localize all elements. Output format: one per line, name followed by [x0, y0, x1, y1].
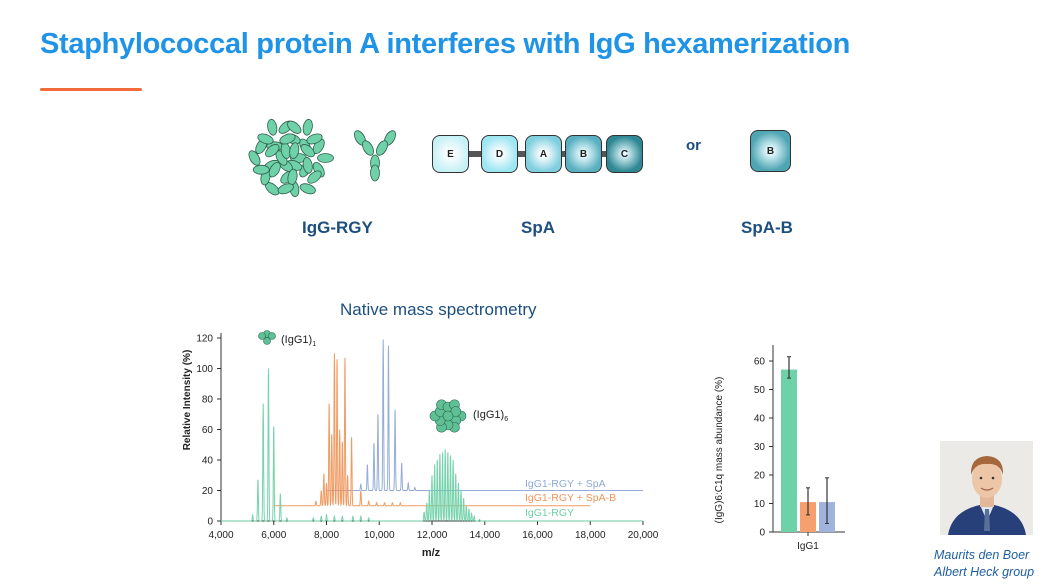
igg-monomer-structure — [354, 130, 396, 182]
spa-domain-d: D — [481, 135, 518, 173]
bar-igg1-rgy — [781, 369, 797, 532]
presenter-photo — [940, 441, 1033, 535]
x-tick-label: 18,000 — [575, 530, 606, 541]
linker — [468, 151, 482, 157]
igg-rgy-label: IgG-RGY — [302, 218, 373, 237]
hexamer-blob — [442, 410, 454, 422]
spa-label: SpA — [521, 218, 555, 237]
legend-spab: IgG1-RGY + SpA-B — [525, 492, 616, 504]
fab-domain — [362, 140, 374, 156]
fab-domain — [267, 118, 278, 136]
fab-domain — [287, 120, 302, 134]
fab-domain — [248, 150, 261, 166]
bar-y-tick-label: 30 — [754, 442, 766, 453]
fab-domain — [265, 144, 280, 158]
x-tick-label: 4,000 — [208, 530, 233, 541]
spa-domain-e: E — [432, 135, 469, 173]
slide-title: Staphylococcal protein A interferes with… — [40, 28, 851, 60]
y-tick-label: 120 — [196, 334, 213, 345]
or-label: or — [686, 137, 701, 154]
fab-domain — [376, 140, 388, 156]
x-tick-label: 20,000 — [628, 530, 659, 541]
spectrum-line-igg1-rgy — [221, 368, 643, 522]
fab-domain — [252, 164, 270, 175]
bar-y-axis-label: (IgG)6:C1q mass abundance (%) — [714, 377, 725, 524]
fab-domain — [257, 133, 274, 145]
mass-spectrum-chart: Relative Intensity (%) m/z (IgG1)1 (IgG1… — [182, 330, 659, 559]
x-tick-label: 10,000 — [364, 530, 395, 541]
spectrum-line-spab — [273, 353, 591, 507]
y-axis-label: Relative Intensity (%) — [182, 350, 193, 451]
igg-hexamer-icon — [429, 399, 467, 433]
y-tick-label: 80 — [202, 395, 214, 406]
x-tick-label: 14,000 — [469, 530, 500, 541]
fab-domain — [279, 133, 296, 145]
fab-domain — [289, 142, 300, 159]
fab-domain — [302, 157, 313, 174]
spa-domain-b: B — [565, 135, 602, 173]
x-tick-label: 6,000 — [261, 530, 286, 541]
spa-domain-a: A — [525, 135, 562, 173]
spa-domain-c: C — [606, 135, 643, 173]
x-axis-label: m/z — [422, 547, 441, 559]
bar-category-label: IgG1 — [797, 541, 819, 552]
spab-label: SpA-B — [741, 218, 793, 237]
monomer-blob — [268, 332, 276, 340]
igg-monomer-icon — [258, 330, 276, 345]
fab-domain — [277, 183, 294, 195]
y-tick-label: 100 — [196, 364, 213, 375]
linker — [600, 151, 607, 157]
fab-domain — [302, 118, 313, 136]
bar-y-tick-label: 0 — [759, 528, 765, 539]
y-tick-label: 20 — [202, 486, 214, 497]
spab-domain-b: B — [750, 130, 791, 172]
x-tick-label: 8,000 — [314, 530, 339, 541]
bar-y-tick-label: 10 — [754, 499, 766, 510]
y-tick-label: 0 — [207, 517, 213, 528]
monomer-blob — [258, 332, 266, 340]
bar-y-tick-label: 20 — [754, 471, 766, 482]
presenter-credit: Maurits den Boer Albert Heck group — [934, 547, 1034, 581]
spectrum-line-spa — [326, 339, 643, 491]
hexamer-structure — [248, 118, 334, 198]
y-tick-label: 40 — [202, 456, 214, 467]
linker — [560, 151, 566, 157]
fab-domain — [370, 164, 380, 182]
x-tick-label: 16,000 — [522, 530, 553, 541]
presenter-group: Albert Heck group — [934, 565, 1035, 579]
fab-domain — [299, 183, 316, 195]
linker — [517, 151, 526, 157]
fab-domain — [307, 170, 322, 184]
x-tick-label: 12,000 — [417, 530, 448, 541]
fab-domain — [300, 144, 315, 158]
bar-y-tick-label: 60 — [754, 357, 766, 368]
monomer-blob — [263, 337, 271, 345]
bar-spab — [800, 502, 816, 532]
igg-hexamer-icon — [248, 118, 396, 198]
hexamer-annotation: (IgG1)6 — [473, 409, 508, 423]
legend-igg1-rgy: IgG1-RGY — [525, 507, 574, 519]
abundance-bar-chart: (IgG)6:C1q mass abundance (%) 0 10 20 30 40 5… — [714, 345, 845, 552]
y-tick-label: 60 — [202, 425, 214, 436]
fab-domain — [306, 133, 323, 145]
ms-chart-title: Native mass spectrometry — [340, 300, 537, 319]
fab-domain — [317, 153, 334, 163]
legend-spa: IgG1-RGY + SpA — [525, 478, 606, 490]
presenter-name: Maurits den Boer — [934, 548, 1030, 562]
bar-y-tick-label: 40 — [754, 414, 766, 425]
bar-y-tick-label: 50 — [754, 385, 766, 396]
title-underline — [40, 88, 142, 91]
fab-domain — [268, 162, 281, 178]
monomer-annotation: (IgG1)1 — [281, 334, 316, 348]
